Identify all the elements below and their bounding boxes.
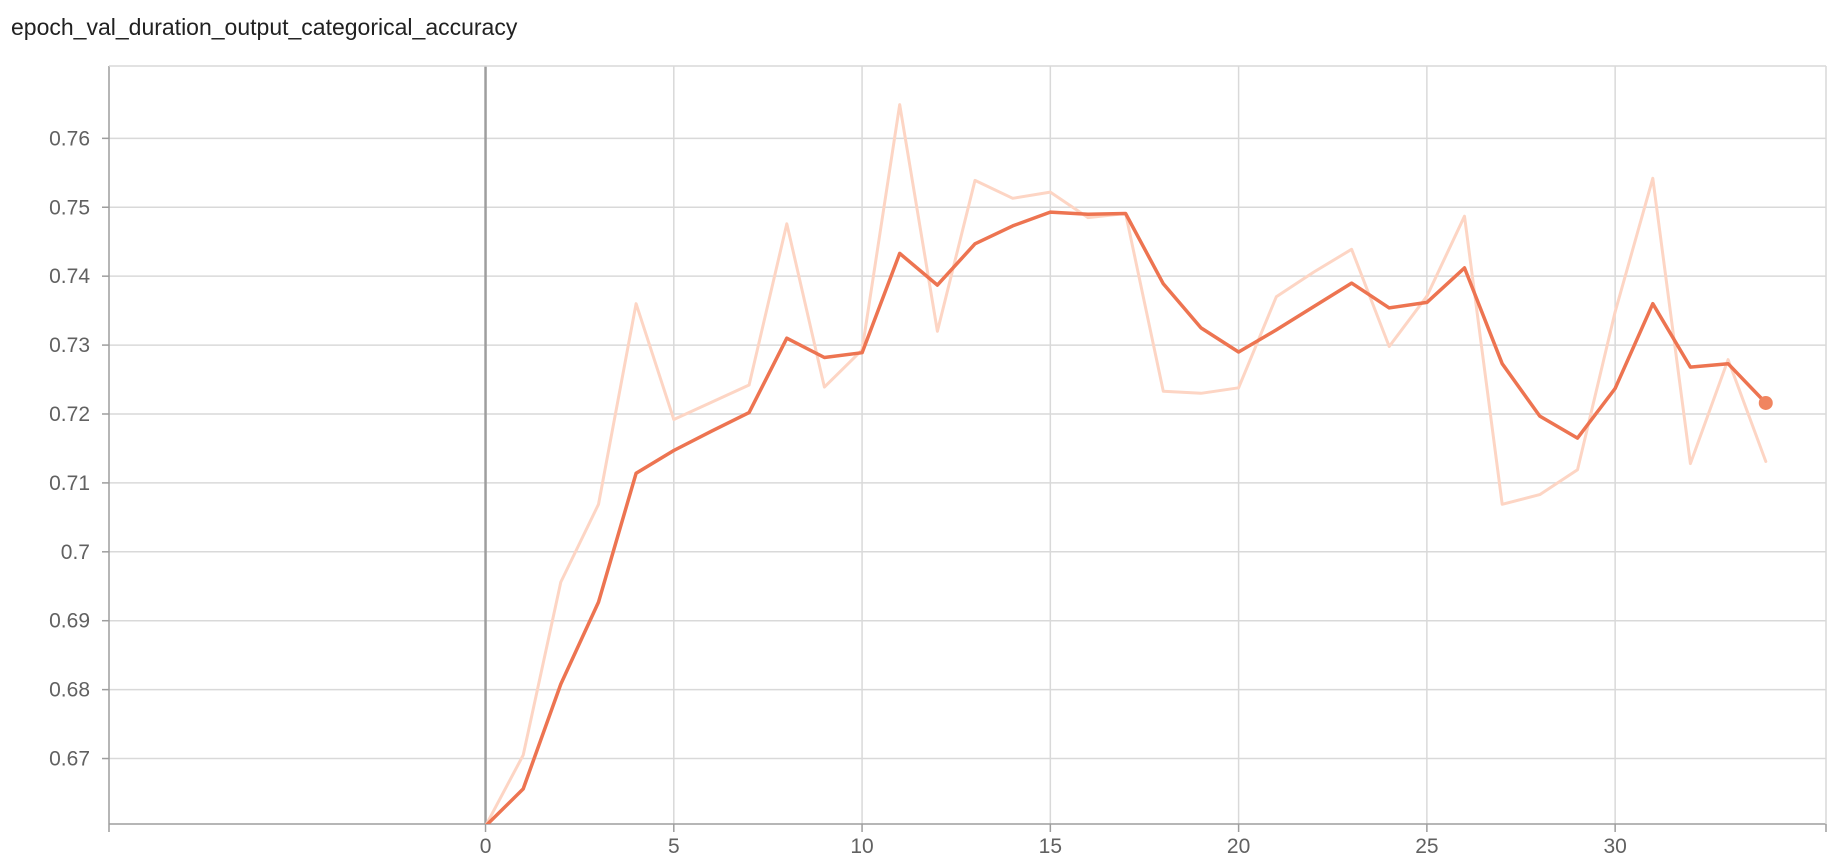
y-tick-label: 0.71 [49, 472, 90, 495]
x-tick-label: 30 [1603, 835, 1626, 858]
y-tick-label: 0.7 [61, 541, 90, 564]
x-tick-label: 0 [480, 835, 492, 858]
y-tick-label: 0.75 [49, 196, 90, 219]
axes [108, 65, 1827, 832]
x-tick-label: 10 [850, 835, 873, 858]
y-tick-label: 0.67 [49, 748, 90, 771]
y-tick-label: 0.73 [49, 334, 90, 357]
x-tick-label: 20 [1227, 835, 1250, 858]
series-group [484, 103, 1768, 824]
grid-lines [109, 66, 1826, 824]
series-line-smoothed [485, 210, 1768, 824]
y-tick-label: 0.69 [49, 610, 90, 633]
y-tick-label: 0.74 [49, 265, 90, 288]
x-axis-ticks: 0 5 10 15 20 25 30 [480, 824, 1627, 858]
y-tick-label: 0.76 [49, 127, 90, 150]
y-tick-label: 0.72 [49, 403, 90, 426]
x-tick-label: 15 [1039, 835, 1062, 858]
x-tick-label: 5 [668, 835, 680, 858]
chart-title: epoch_val_duration_output_categorical_ac… [11, 14, 518, 40]
last-point-marker [1758, 395, 1773, 410]
y-tick-label: 0.68 [49, 679, 90, 702]
series-layer [484, 103, 1773, 824]
x-tick-label: 25 [1415, 835, 1438, 858]
y-axis-ticks: 0.67 0.68 0.69 0.7 0.71 0.72 0.73 0.74 0.75 0.76 [49, 127, 109, 771]
